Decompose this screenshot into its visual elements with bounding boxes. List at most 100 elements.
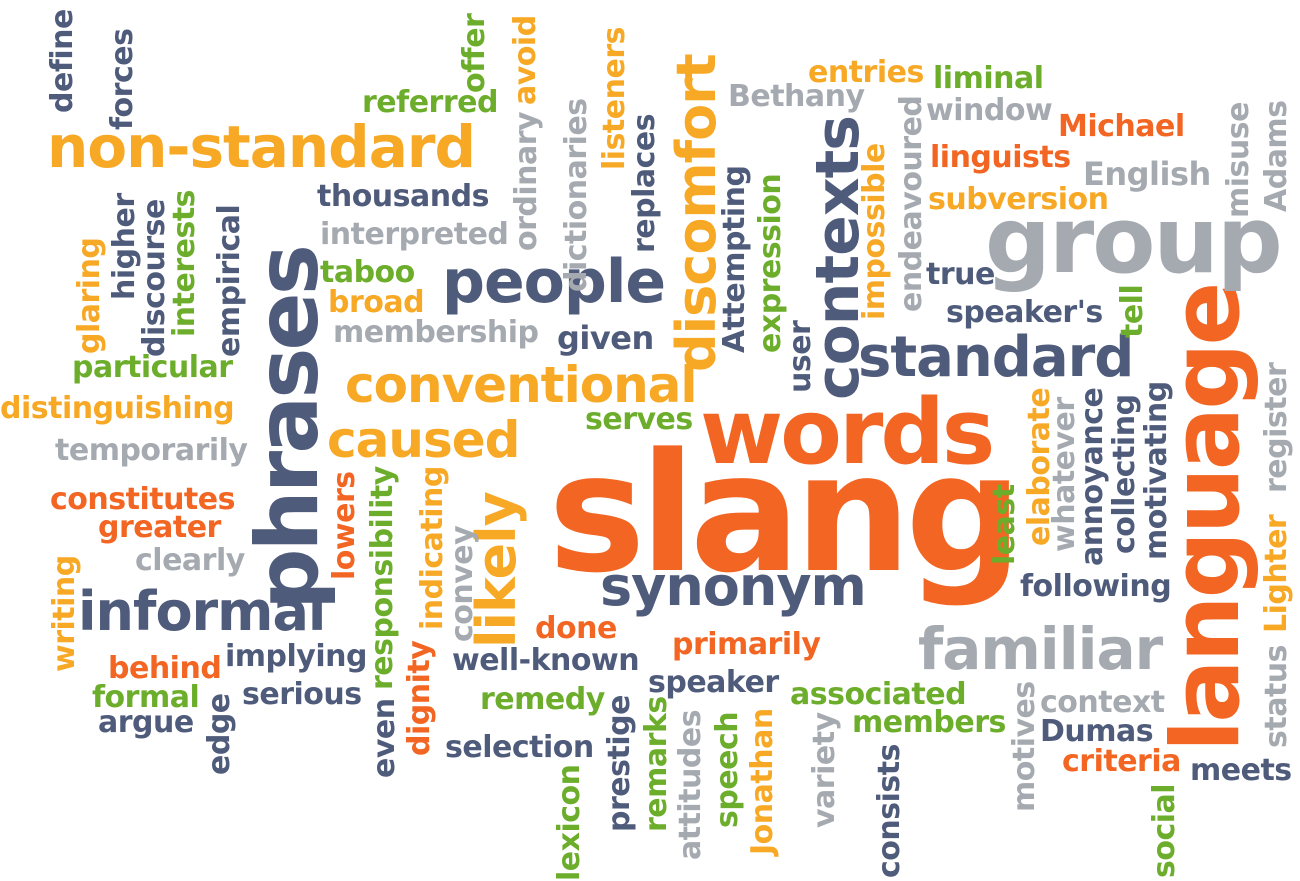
word: true bbox=[926, 257, 995, 292]
word: selection bbox=[445, 730, 594, 765]
word: empirical bbox=[212, 204, 247, 357]
word: status bbox=[1259, 645, 1294, 748]
word: register bbox=[1259, 362, 1294, 493]
word: standard bbox=[858, 325, 1134, 390]
word: thousands bbox=[317, 179, 489, 214]
word: argue bbox=[98, 705, 194, 740]
word: Michael bbox=[1058, 109, 1185, 144]
word: formal bbox=[92, 680, 200, 715]
word: define bbox=[45, 9, 80, 113]
word: convey bbox=[445, 525, 480, 642]
word: even bbox=[367, 698, 402, 778]
word: avoid bbox=[508, 15, 543, 105]
word: collecting bbox=[1107, 394, 1142, 554]
word: words bbox=[700, 380, 995, 485]
word: interpreted bbox=[320, 217, 509, 252]
word: meets bbox=[1190, 753, 1292, 788]
word: temporarily bbox=[55, 433, 248, 468]
word: consists bbox=[872, 744, 907, 878]
word: discomfort bbox=[665, 54, 728, 372]
word: taboo bbox=[320, 255, 415, 290]
word: entries bbox=[808, 55, 924, 90]
word: offer bbox=[457, 13, 492, 93]
word: Attempting bbox=[717, 165, 752, 353]
word: higher bbox=[107, 193, 142, 300]
word: language bbox=[1152, 284, 1261, 752]
word: impossible bbox=[857, 143, 892, 320]
word: glaring bbox=[72, 237, 107, 354]
word: greater bbox=[98, 510, 221, 545]
word: social bbox=[1147, 783, 1182, 878]
word: window bbox=[926, 93, 1053, 128]
word: responsibility bbox=[365, 466, 400, 690]
word: implying bbox=[225, 639, 367, 674]
word: user bbox=[783, 320, 818, 393]
word: associated bbox=[790, 677, 967, 712]
word: serious bbox=[242, 677, 362, 712]
word: discourse bbox=[137, 199, 172, 357]
word: expression bbox=[753, 173, 788, 353]
word: non-standard bbox=[47, 113, 476, 181]
word: broad bbox=[328, 285, 425, 320]
word: variety bbox=[807, 712, 842, 828]
word: people bbox=[442, 247, 666, 317]
word: familiar bbox=[918, 615, 1163, 683]
word: Bethany bbox=[728, 79, 865, 114]
word: endeavoured bbox=[894, 95, 929, 312]
word: linguists bbox=[930, 140, 1071, 175]
word: conventional bbox=[345, 356, 698, 414]
word: behind bbox=[108, 651, 222, 686]
word: context bbox=[1040, 685, 1165, 720]
word: particular bbox=[72, 350, 233, 385]
word: prestige bbox=[602, 695, 637, 832]
word: synonym bbox=[600, 555, 867, 618]
word: clearly bbox=[135, 543, 245, 578]
word: serves bbox=[585, 402, 693, 437]
word: remedy bbox=[480, 682, 605, 717]
word: primarily bbox=[672, 627, 821, 662]
word: caused bbox=[327, 411, 520, 469]
word: Jonathan bbox=[745, 708, 780, 855]
word: motivating bbox=[1139, 381, 1174, 560]
word: liminal bbox=[933, 61, 1044, 96]
word: referred bbox=[362, 85, 498, 120]
word: lexicon bbox=[552, 764, 587, 881]
word: annoyance bbox=[1075, 387, 1110, 566]
word: edge bbox=[202, 693, 237, 775]
word: ordinary bbox=[509, 111, 544, 251]
word: membership bbox=[333, 315, 539, 350]
word: given bbox=[557, 319, 654, 357]
word: dictionaries bbox=[559, 98, 594, 292]
word: listeners bbox=[597, 27, 632, 170]
word: speaker's bbox=[946, 295, 1103, 330]
word: tell bbox=[1115, 284, 1150, 338]
word: writing bbox=[47, 555, 82, 672]
word: Adams bbox=[1259, 100, 1294, 212]
word: least bbox=[987, 484, 1022, 565]
word: phrases bbox=[238, 247, 338, 610]
word: lowers bbox=[327, 471, 362, 580]
word: speech bbox=[710, 711, 745, 828]
word: following bbox=[1020, 569, 1172, 604]
word: remarks bbox=[639, 696, 674, 832]
word: misuse bbox=[1221, 102, 1256, 218]
word: Lighter bbox=[1259, 514, 1294, 633]
word: criteria bbox=[1062, 744, 1181, 779]
word: slang bbox=[548, 418, 1023, 609]
word: subversion bbox=[928, 182, 1109, 217]
word: attitudes bbox=[673, 709, 708, 860]
word: speaker bbox=[648, 665, 779, 700]
word: English bbox=[1083, 155, 1211, 193]
word: constitutes bbox=[50, 482, 235, 517]
word: informal bbox=[78, 580, 326, 643]
word: indicating bbox=[415, 466, 450, 630]
word: interests bbox=[167, 189, 202, 337]
word: group bbox=[985, 187, 1283, 294]
word: well-known bbox=[452, 643, 640, 678]
word: forces bbox=[105, 28, 140, 130]
word: distinguishing bbox=[0, 391, 235, 426]
word: members bbox=[852, 705, 1006, 740]
word: replaces bbox=[627, 113, 662, 253]
word: motives bbox=[1007, 681, 1042, 812]
